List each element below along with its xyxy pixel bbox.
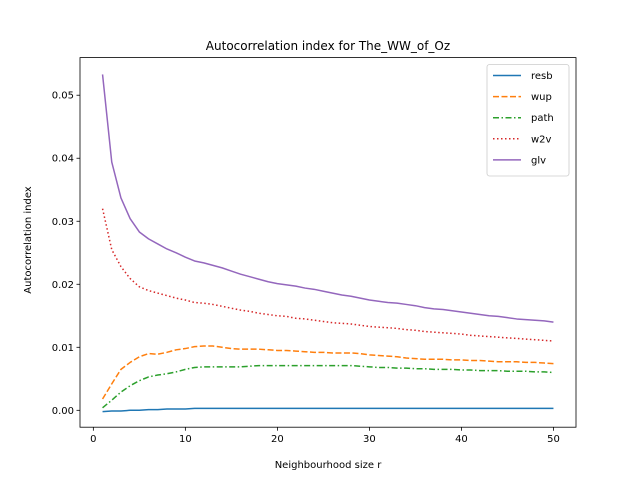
legend-box	[486, 64, 570, 177]
x-axis-label: Neighbourhood size r	[275, 460, 383, 471]
y-axis-label: Autocorrelation index	[23, 186, 34, 293]
legend-label-glv: glv	[531, 155, 546, 166]
x-tick-label: 30	[363, 434, 376, 445]
y-tick-label: 0.01	[52, 343, 74, 354]
x-tick-label: 50	[547, 434, 560, 445]
series-line-wup	[101, 345, 554, 400]
plot-frame	[79, 57, 577, 428]
y-tick-label: 0.04	[52, 154, 74, 165]
x-axis-ticks: 0 10 20 30 40 50	[90, 427, 560, 445]
legend-label-wup: wup	[531, 92, 552, 103]
plot-area	[101, 74, 554, 413]
series-line-w2v	[101, 208, 554, 342]
x-tick-label: 40	[455, 434, 468, 445]
legend-label-w2v: w2v	[531, 134, 552, 145]
chart-title: Autocorrelation index for The_WW_of_Oz	[206, 39, 450, 53]
y-tick-label: 0.05	[52, 91, 74, 102]
y-tick-label: 0.02	[52, 280, 74, 291]
x-tick-label: 20	[271, 434, 284, 445]
legend: resb wup path w2v glv	[486, 64, 570, 177]
legend-label-resb: resb	[531, 71, 553, 82]
series-line-glv	[101, 74, 554, 323]
x-tick-label: 10	[179, 434, 192, 445]
y-tick-label: 0.03	[52, 217, 74, 228]
series-line-resb	[102, 407, 554, 413]
x-tick-label: 0	[90, 434, 96, 445]
y-tick-label: 0.00	[52, 406, 74, 417]
y-axis-ticks: 0.00 0.01 0.02 0.03 0.04 0.05	[52, 91, 80, 417]
legend-label-path: path	[531, 113, 554, 124]
